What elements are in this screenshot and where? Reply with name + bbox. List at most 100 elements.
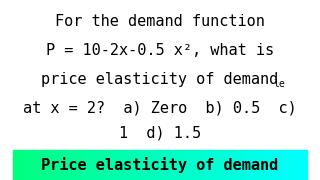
Bar (69, 150, 72, 180)
Bar (66, 150, 69, 180)
Bar (180, 150, 184, 180)
Bar (51, 150, 54, 180)
Bar (236, 150, 239, 180)
Bar (148, 150, 151, 180)
Bar (228, 150, 231, 180)
Bar (136, 150, 140, 180)
Bar (57, 150, 60, 180)
Bar (301, 150, 304, 180)
Bar (86, 150, 89, 180)
Bar (304, 150, 307, 180)
Bar (189, 150, 192, 180)
Bar (178, 150, 180, 180)
Text: Price elasticity of demand: Price elasticity of demand (41, 157, 279, 173)
Bar (257, 150, 260, 180)
Bar (78, 150, 81, 180)
Bar (248, 150, 251, 180)
Bar (72, 150, 75, 180)
Bar (239, 150, 242, 180)
Bar (284, 150, 286, 180)
Bar (157, 150, 160, 180)
Bar (89, 150, 92, 180)
Bar (28, 150, 30, 180)
Bar (116, 150, 119, 180)
Bar (169, 150, 172, 180)
Bar (242, 150, 245, 180)
Bar (286, 150, 290, 180)
Bar (154, 150, 157, 180)
Bar (166, 150, 169, 180)
Text: P = 10-2x-0.5 x², what is: P = 10-2x-0.5 x², what is (46, 43, 274, 58)
Bar (260, 150, 263, 180)
Bar (36, 150, 39, 180)
Bar (30, 150, 34, 180)
Bar (290, 150, 292, 180)
Bar (163, 150, 166, 180)
Bar (13, 150, 16, 180)
Bar (175, 150, 178, 180)
Bar (219, 150, 222, 180)
Text: at x = 2?  a) Zero  b) 0.5  c): at x = 2? a) Zero b) 0.5 c) (23, 100, 297, 116)
Bar (34, 150, 36, 180)
Bar (245, 150, 248, 180)
Bar (266, 150, 269, 180)
Bar (95, 150, 98, 180)
Bar (84, 150, 86, 180)
Text: 1  d) 1.5: 1 d) 1.5 (119, 126, 201, 141)
Bar (198, 150, 201, 180)
Bar (151, 150, 154, 180)
Bar (122, 150, 125, 180)
Bar (278, 150, 281, 180)
Bar (63, 150, 66, 180)
Bar (25, 150, 28, 180)
Bar (45, 150, 48, 180)
Bar (192, 150, 195, 180)
Bar (131, 150, 133, 180)
Bar (251, 150, 254, 180)
Bar (133, 150, 136, 180)
Bar (254, 150, 257, 180)
Bar (184, 150, 187, 180)
Bar (222, 150, 225, 180)
Bar (201, 150, 204, 180)
Text: price elasticity of demand: price elasticity of demand (41, 72, 279, 87)
Bar (213, 150, 216, 180)
Bar (142, 150, 145, 180)
Bar (263, 150, 266, 180)
Bar (275, 150, 278, 180)
Bar (145, 150, 148, 180)
Bar (75, 150, 78, 180)
Bar (187, 150, 189, 180)
Bar (216, 150, 219, 180)
Bar (234, 150, 236, 180)
Bar (269, 150, 272, 180)
Bar (210, 150, 213, 180)
Bar (207, 150, 210, 180)
Bar (225, 150, 228, 180)
Bar (172, 150, 175, 180)
Text: le: le (273, 79, 285, 89)
Bar (81, 150, 84, 180)
Bar (298, 150, 301, 180)
Bar (281, 150, 284, 180)
Bar (110, 150, 113, 180)
Bar (42, 150, 45, 180)
Bar (113, 150, 116, 180)
Bar (204, 150, 207, 180)
Bar (101, 150, 104, 180)
Bar (119, 150, 122, 180)
Bar (292, 150, 295, 180)
Bar (128, 150, 131, 180)
Bar (19, 150, 22, 180)
Bar (48, 150, 51, 180)
Bar (92, 150, 95, 180)
Bar (39, 150, 42, 180)
Bar (125, 150, 128, 180)
Text: For the demand function: For the demand function (55, 14, 265, 29)
Bar (295, 150, 298, 180)
Bar (195, 150, 198, 180)
Bar (22, 150, 25, 180)
Bar (160, 150, 163, 180)
Bar (54, 150, 57, 180)
Bar (107, 150, 110, 180)
